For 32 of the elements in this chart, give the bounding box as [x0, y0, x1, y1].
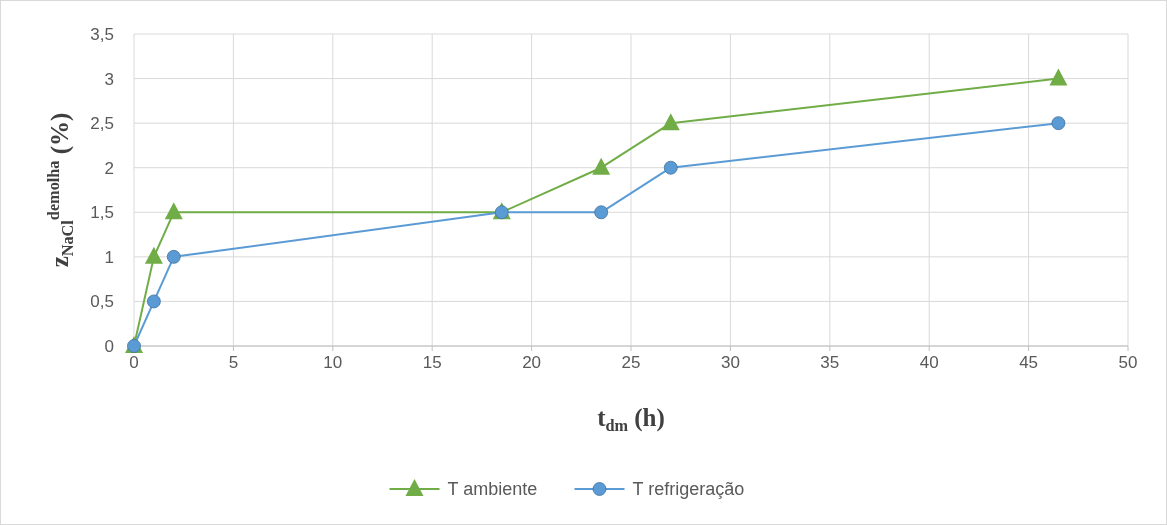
x-tick-label: 45	[1019, 353, 1039, 372]
y-tick-label: 2	[104, 158, 114, 178]
x-tick-label: 50	[1118, 353, 1138, 372]
x-tick-label: 0	[129, 353, 139, 372]
x-tick-label: 5	[228, 353, 239, 372]
legend-label: T ambiente	[447, 479, 538, 499]
point	[1051, 116, 1066, 131]
point	[592, 157, 611, 175]
point	[166, 249, 181, 264]
x-tick-label: 40	[919, 353, 939, 372]
point	[164, 202, 183, 220]
x-axis-title: t$_{dm}$ (h)	[597, 404, 665, 435]
point	[661, 113, 680, 131]
y-tick-label: 1	[104, 247, 114, 267]
point	[663, 160, 678, 175]
x-tick-label: 25	[621, 353, 641, 372]
x-tick-label: 30	[720, 353, 740, 372]
point	[1049, 68, 1068, 86]
x-tick-label: 35	[820, 353, 840, 372]
x-tick-label: 20	[522, 353, 542, 372]
y-tick-label: 0,5	[90, 292, 114, 312]
y-tick-label: 0	[104, 337, 114, 356]
y-tick-label: 3,5	[90, 25, 114, 44]
point	[146, 294, 161, 309]
x-tick-label: 10	[323, 353, 343, 372]
y-tick-label: 2,5	[90, 114, 114, 134]
y-tick-label: 3	[104, 69, 114, 89]
x-tick-label: 15	[422, 353, 442, 372]
point	[594, 205, 609, 220]
point	[144, 246, 163, 264]
legend-label: T refrigeração	[632, 479, 745, 499]
y-tick-label: 1,5	[90, 203, 114, 223]
